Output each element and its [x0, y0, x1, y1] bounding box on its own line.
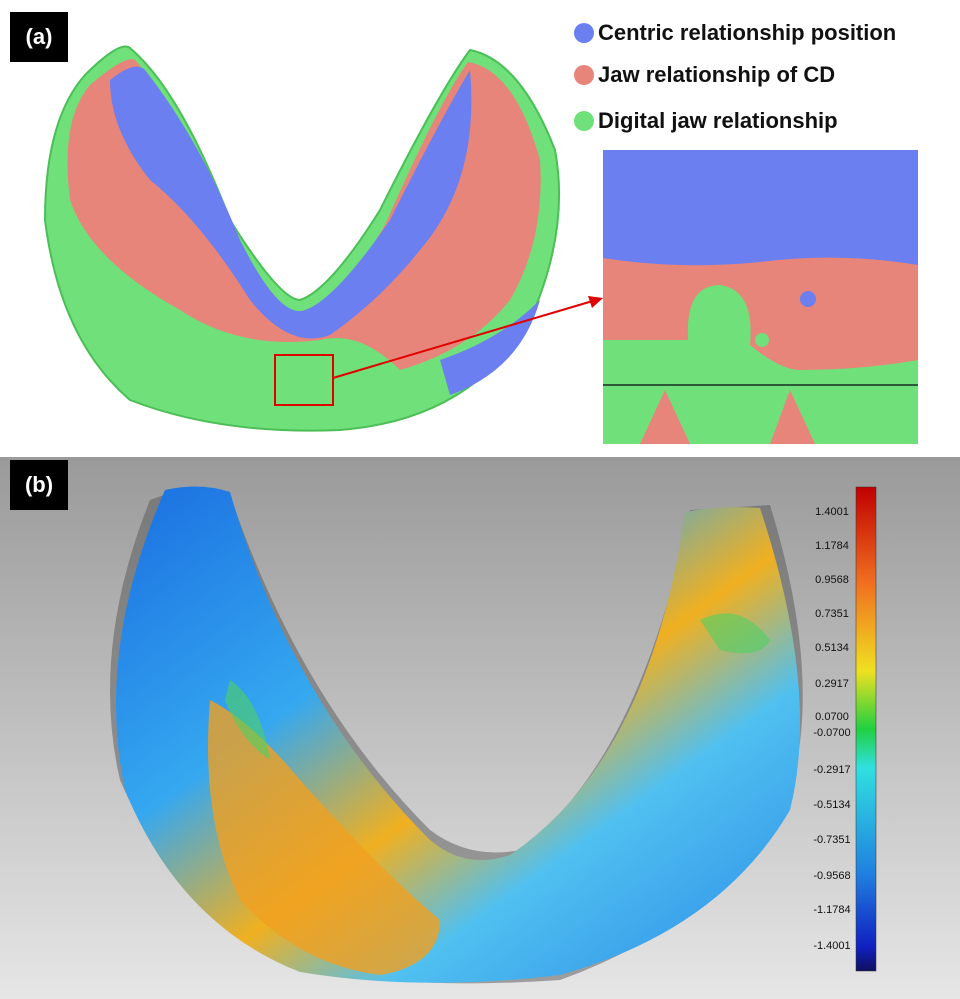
scale-label: -0.5134	[813, 799, 850, 811]
color-bar	[856, 487, 876, 971]
panel-a: (a) Centric relationship position Jaw rel…	[10, 12, 918, 444]
inset	[603, 150, 918, 444]
legend-swatch	[574, 111, 594, 131]
panel-label: (b)	[25, 472, 53, 497]
panel-label: (a)	[26, 24, 53, 49]
scale-label: 0.0700	[815, 711, 849, 723]
legend-label: Digital jaw relationship	[598, 108, 838, 133]
scale-label: 0.7351	[815, 608, 849, 620]
legend-swatch	[574, 23, 594, 43]
scale-label: -0.7351	[813, 834, 850, 846]
scale-label: 0.2917	[815, 678, 849, 690]
figure: (a) Centric relationship position Jaw rel…	[0, 0, 960, 999]
panel-b: (b) 1.4001 1.1784 0.9568 0.7351 0.5134 0.2917…	[0, 457, 960, 999]
scale-label: -0.2917	[813, 764, 850, 776]
legend: Centric relationship position Jaw relatio…	[574, 20, 896, 133]
legend-swatch	[574, 65, 594, 85]
scale-label: 1.4001	[815, 506, 849, 518]
scale-label: -0.0700	[813, 727, 850, 739]
scale-label: -0.9568	[813, 870, 850, 882]
scale-label: 0.9568	[815, 574, 849, 586]
legend-label: Jaw relationship of CD	[598, 62, 835, 87]
legend-label: Centric relationship position	[598, 20, 896, 45]
arrow-head	[588, 296, 603, 308]
scale-label: 0.5134	[815, 642, 849, 654]
scale-label: -1.1784	[813, 904, 850, 916]
scale-label: -1.4001	[813, 940, 850, 952]
scale-label: 1.1784	[815, 540, 849, 552]
